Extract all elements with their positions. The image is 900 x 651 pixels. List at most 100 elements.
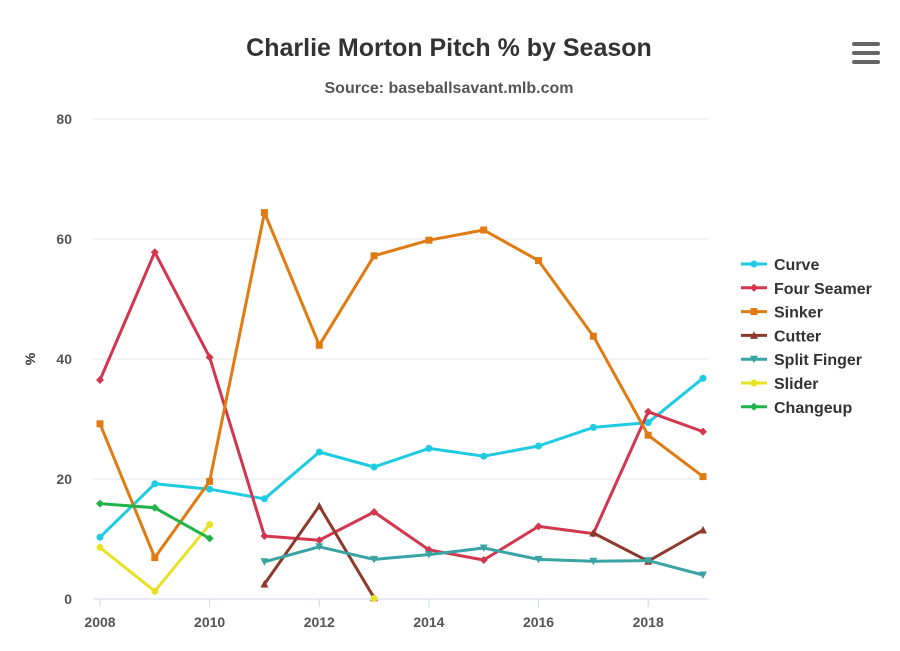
data-point-split-finger [644, 557, 653, 565]
y-tick-label: 40 [56, 351, 72, 367]
data-point-four-seamer [534, 522, 543, 531]
legend-label-four-seamer: Four Seamer [774, 281, 872, 298]
legend-item-four-seamer[interactable]: Four Seamer [741, 281, 872, 298]
grid-lines [93, 118, 708, 600]
x-tick-label: 2010 [194, 614, 225, 630]
data-point-sinker [206, 477, 214, 485]
legend-marker-split-finger [750, 355, 758, 364]
legend-marker-sinker [750, 308, 758, 316]
x-tick-label: 2016 [523, 614, 554, 630]
data-point-slider [151, 587, 159, 595]
data-point-curve [260, 495, 268, 503]
data-point-sinker [535, 257, 543, 265]
data-point-four-seamer [205, 353, 214, 362]
data-point-cutter [260, 580, 269, 588]
x-tick-label: 2018 [633, 614, 664, 630]
data-point-sinker [370, 252, 378, 260]
chart-title: Charlie Morton Pitch % by Season [246, 34, 652, 62]
data-point-changeup [96, 499, 104, 508]
series-curve [96, 374, 707, 541]
legend-label-slider: Slider [774, 376, 818, 393]
data-point-curve [96, 533, 104, 541]
series-line-curve [98, 376, 705, 539]
y-tick-label: 60 [56, 231, 72, 247]
data-point-changeup [205, 534, 214, 543]
series-four-seamer [96, 248, 707, 564]
data-point-sinker [699, 473, 707, 481]
data-point-split-finger [370, 555, 379, 564]
legend-label-changeup: Changeup [774, 400, 852, 417]
data-point-cutter [315, 502, 324, 510]
data-point-curve [425, 444, 433, 452]
data-point-changeup [150, 503, 159, 512]
data-point-curve [151, 480, 159, 488]
legend-label-curve: Curve [774, 257, 819, 274]
data-point-split-finger [534, 555, 543, 564]
legend-item-changeup[interactable]: Changeup [741, 400, 852, 417]
data-point-curve [699, 374, 707, 382]
data-point-sinker [96, 420, 104, 428]
data-point-four-seamer [315, 536, 324, 545]
data-point-slider [370, 594, 378, 602]
data-point-sinker [644, 431, 652, 439]
data-point-four-seamer [479, 556, 488, 564]
x-tick-label: 2014 [413, 614, 444, 630]
legend-item-sinker[interactable]: Sinker [741, 305, 823, 322]
x-axis-ticks: 2008 2010 2012 2014 2016 2018 [84, 599, 664, 630]
data-point-four-seamer [260, 532, 269, 540]
data-point-sinker [480, 226, 488, 234]
legend-item-curve[interactable]: Curve [741, 257, 819, 274]
data-point-four-seamer [96, 376, 104, 384]
x-tick-label: 2012 [304, 614, 335, 630]
legend-marker-curve [750, 260, 758, 268]
data-point-split-finger [260, 558, 269, 566]
chart-subtitle: Source: baseballsavant.mlb.com [325, 80, 574, 97]
data-point-curve [644, 419, 652, 427]
series-changeup [96, 499, 214, 543]
legend-item-split-finger[interactable]: Split Finger [741, 352, 862, 369]
data-point-cutter [589, 529, 598, 537]
legend-label-split-finger: Split Finger [774, 352, 862, 369]
legend-item-cutter[interactable]: Cutter [741, 328, 821, 345]
series-line-cutter [591, 528, 705, 563]
legend-marker-changeup [750, 402, 758, 411]
data-point-sinker [425, 236, 433, 244]
series-line-sinker [98, 211, 705, 560]
data-point-curve [535, 442, 543, 450]
data-point-four-seamer [150, 248, 159, 257]
data-point-curve [589, 423, 597, 431]
y-tick-label: 20 [56, 471, 72, 487]
y-axis-label: % [22, 352, 38, 365]
data-point-four-seamer [699, 427, 707, 436]
data-point-sinker [151, 554, 159, 562]
series-group [96, 209, 707, 602]
x-tick-label: 2008 [84, 614, 115, 630]
legend-item-slider[interactable]: Slider [741, 376, 818, 393]
legend-label-cutter: Cutter [774, 328, 821, 345]
data-point-four-seamer [644, 407, 653, 416]
series-sinker [96, 209, 707, 562]
data-point-curve [370, 463, 378, 471]
data-point-split-finger [479, 544, 488, 552]
y-tick-label: 80 [56, 111, 72, 127]
legend-label-sinker: Sinker [774, 305, 823, 322]
y-axis-ticks: 0 20 40 60 80 [56, 111, 72, 607]
data-point-four-seamer [370, 508, 379, 516]
series-slider [96, 521, 378, 602]
data-point-curve [315, 448, 323, 456]
data-point-sinker [260, 209, 268, 217]
data-point-split-finger [699, 571, 707, 579]
series-split-finger [260, 543, 707, 579]
legend-marker-four-seamer [750, 283, 758, 292]
data-point-slider [96, 543, 104, 551]
data-point-curve [206, 485, 214, 493]
data-point-split-finger [424, 551, 433, 559]
legend-marker-cutter [750, 331, 758, 339]
chart-menu-button[interactable] [848, 36, 884, 70]
legend-marker-slider [750, 379, 758, 387]
data-point-split-finger [589, 557, 598, 566]
data-point-sinker [315, 341, 323, 349]
data-point-cutter [699, 526, 707, 534]
data-point-split-finger [315, 543, 324, 551]
